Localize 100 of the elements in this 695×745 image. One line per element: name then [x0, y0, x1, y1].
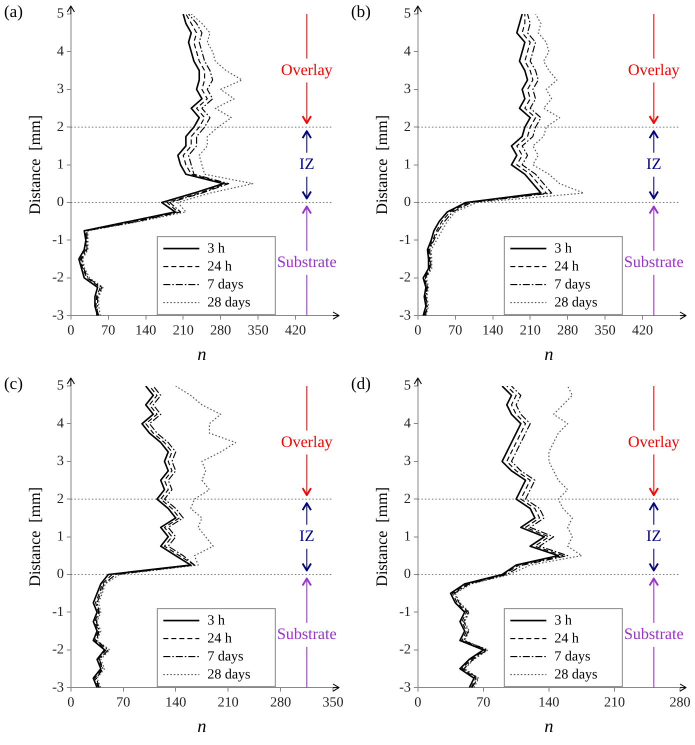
legend-label: 7 days [207, 649, 244, 664]
y-tick-label: 0 [56, 567, 64, 582]
x-tick-label: 0 [67, 696, 74, 711]
legend-label: 28 days [554, 667, 598, 682]
y-tick-label: -2 [52, 642, 64, 658]
x-tick-label: 0 [414, 324, 422, 339]
annotation: IZ [299, 156, 314, 174]
y-tick-label: -1 [399, 604, 411, 620]
y-tick-label: -2 [399, 270, 411, 286]
y-tick-label: 5 [56, 378, 64, 394]
x-axis-title: n [197, 716, 206, 736]
legend-label: 28 days [554, 295, 598, 310]
legend-label: 3 h [207, 241, 225, 256]
y-tick-label: 4 [56, 416, 64, 432]
y-tick-label: -1 [399, 232, 411, 248]
chart-title: (c) [4, 374, 23, 393]
x-tick-label: 0 [414, 696, 422, 711]
y-tick-label: 4 [404, 44, 411, 60]
y-tick-label: 2 [56, 120, 64, 135]
x-tick-label: 420 [632, 324, 654, 339]
x-tick-label: 140 [482, 324, 504, 339]
y-tick-label: 1 [404, 529, 411, 544]
annotation: Substrate [277, 626, 337, 644]
x-tick-label: 350 [322, 696, 344, 711]
x-tick-label: 70 [116, 696, 130, 711]
x-tick-label: 70 [448, 324, 462, 339]
legend-label: 7 days [554, 277, 590, 292]
y-tick-label: 3 [56, 454, 64, 470]
legend-label: 28 days [207, 295, 250, 310]
x-tick-label: 420 [285, 324, 306, 339]
annotation: Overlay [628, 434, 680, 451]
y-tick-label: -3 [52, 680, 64, 696]
x-tick-label: 70 [101, 324, 116, 339]
y-tick-label: -3 [399, 680, 411, 696]
annotation: Overlay [281, 62, 333, 79]
legend-label: 24 h [207, 259, 232, 274]
x-tick-label: 140 [135, 324, 156, 339]
y-tick-label: -2 [52, 270, 64, 286]
chart-title: (a) [4, 2, 23, 21]
y-tick-label: -3 [399, 308, 411, 324]
y-tick-label: 2 [404, 120, 411, 135]
x-tick-label: 280 [210, 324, 232, 339]
legend-label: 3 h [207, 613, 225, 628]
annotation: Overlay [628, 62, 680, 79]
chart-title: (b) [351, 2, 371, 21]
x-tick-label: 350 [248, 324, 269, 339]
x-axis-title: n [544, 716, 554, 736]
y-tick-label: 5 [56, 6, 64, 22]
y-tick-label: 5 [404, 6, 411, 22]
y-tick-label: 2 [404, 492, 411, 507]
y-tick-label: -1 [52, 232, 64, 248]
y-tick-label: 3 [404, 82, 411, 98]
y-tick-label: 1 [404, 157, 411, 172]
y-tick-label: -3 [52, 308, 64, 324]
legend-label: 7 days [207, 277, 244, 292]
x-tick-label: 280 [557, 324, 578, 339]
x-tick-label: 140 [538, 696, 560, 711]
x-tick-label: 70 [476, 696, 490, 711]
legend-label: 3 h [554, 241, 572, 256]
legend-label: 7 days [554, 649, 590, 664]
x-tick-label: 210 [218, 696, 239, 711]
x-tick-label: 280 [670, 696, 690, 711]
y-tick-label: 1 [56, 529, 64, 544]
y-tick-label: 0 [404, 567, 411, 582]
y-axis-title: Distance [mm] [26, 115, 44, 215]
x-tick-label: 0 [67, 324, 74, 339]
annotation: IZ [299, 528, 314, 546]
y-tick-label: 4 [404, 416, 411, 432]
x-axis-title: n [544, 344, 554, 364]
y-tick-label: 1 [56, 157, 64, 172]
annotation: Substrate [624, 254, 684, 272]
y-tick-label: -1 [52, 604, 64, 620]
legend-label: 3 h [554, 613, 572, 628]
y-axis-title: Distance [mm] [374, 487, 391, 587]
y-tick-label: 5 [404, 378, 411, 394]
y-axis-title: Distance [mm] [374, 115, 391, 215]
annotation: Overlay [281, 434, 333, 451]
annotation: Substrate [624, 626, 684, 644]
y-tick-label: -2 [399, 642, 411, 658]
legend-label: 24 h [554, 631, 579, 646]
x-tick-label: 140 [165, 696, 186, 711]
y-tick-label: 0 [56, 195, 64, 210]
annotation: IZ [646, 156, 662, 174]
y-tick-label: 0 [404, 195, 411, 210]
y-axis-title: Distance [mm] [26, 487, 44, 587]
x-tick-label: 210 [172, 324, 194, 339]
legend-label: 28 days [207, 667, 250, 682]
x-tick-label: 280 [270, 696, 292, 711]
chart-title: (d) [351, 374, 371, 393]
annotation: IZ [646, 528, 662, 546]
y-tick-label: 3 [404, 454, 411, 470]
y-tick-label: 4 [56, 44, 64, 60]
legend-label: 24 h [554, 259, 579, 274]
y-tick-label: 3 [56, 82, 64, 98]
x-tick-label: 350 [594, 324, 616, 339]
legend-label: 24 h [207, 631, 232, 646]
x-tick-label: 210 [520, 324, 541, 339]
x-tick-label: 210 [604, 696, 625, 711]
x-axis-title: n [197, 344, 206, 364]
y-tick-label: 2 [56, 492, 64, 507]
